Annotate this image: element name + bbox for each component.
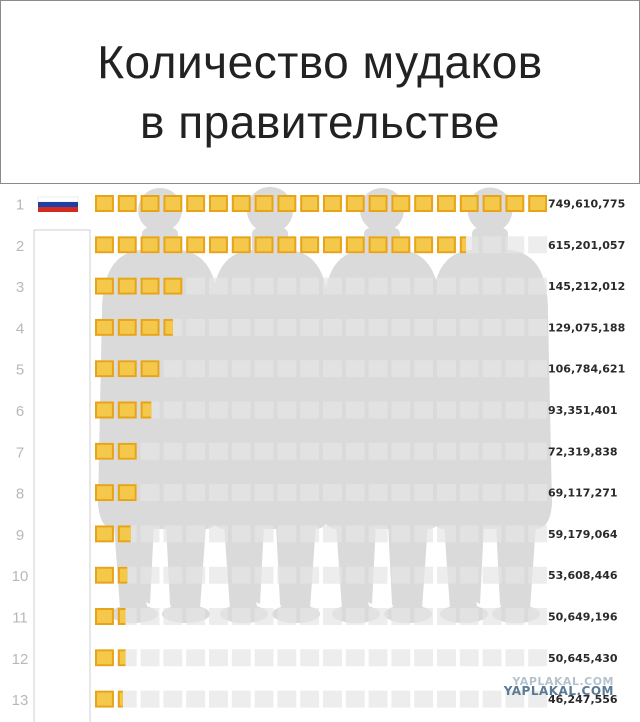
bar-track	[95, 649, 548, 667]
rank-label: 7	[16, 444, 24, 461]
value-label: 53,608,446	[548, 569, 618, 582]
value-label: 50,649,196	[548, 611, 618, 624]
watermark-text: YAPLAKAL.COM	[503, 684, 614, 698]
watermark: YAPLAKAL.COM YAPLAKAL.COM	[474, 676, 614, 706]
bar-track	[95, 277, 548, 295]
value-label: 129,075,188	[548, 321, 625, 334]
bar	[95, 690, 123, 708]
rank-label: 8	[16, 486, 24, 503]
rank-label: 1	[16, 197, 24, 214]
value-label: 106,784,621	[548, 363, 625, 376]
russia-flag-icon	[37, 196, 79, 212]
bar	[95, 360, 160, 378]
bar-track	[95, 525, 548, 543]
rank-label: 6	[16, 403, 24, 420]
bar	[95, 236, 467, 254]
bar	[95, 195, 548, 212]
rank-label: 2	[16, 238, 24, 255]
value-label: 46,247,556	[548, 693, 618, 706]
watermark-text-shadow: YAPLAKAL.COM	[512, 675, 614, 688]
bar	[95, 442, 137, 460]
bar	[95, 566, 128, 584]
value-label: 615,201,057	[548, 239, 625, 252]
rank-label: 13	[12, 692, 29, 709]
rank-label: 9	[16, 527, 24, 544]
rank-label: 3	[16, 279, 24, 296]
value-label: 145,212,012	[548, 280, 625, 293]
title-box: Количество мудаков в правительстве	[0, 0, 640, 184]
bar	[95, 277, 183, 295]
rank-label: 5	[16, 362, 24, 379]
value-label: 50,645,430	[548, 652, 618, 665]
bar-track	[95, 442, 548, 460]
chart-title-line-1: Количество мудаков	[97, 36, 543, 88]
chart-title-line-2: в правительстве	[140, 96, 500, 148]
bar	[95, 649, 126, 667]
value-label: 69,117,271	[548, 487, 618, 500]
value-label: 59,179,064	[548, 528, 618, 541]
bar	[95, 318, 173, 336]
value-label: 72,319,838	[548, 445, 618, 458]
bar	[95, 484, 137, 502]
bar-track	[95, 360, 548, 378]
value-label: 93,351,401	[548, 404, 618, 417]
bar	[95, 608, 126, 625]
bar-track	[95, 566, 548, 584]
country-flag-placeholder	[33, 229, 91, 722]
rank-label: 11	[12, 610, 28, 627]
rank-label: 12	[12, 651, 29, 668]
rank-label: 4	[16, 320, 24, 337]
bar	[95, 401, 152, 419]
rank-label: 10	[12, 568, 29, 585]
value-label: 749,610,775	[548, 198, 625, 211]
bar	[95, 525, 131, 543]
